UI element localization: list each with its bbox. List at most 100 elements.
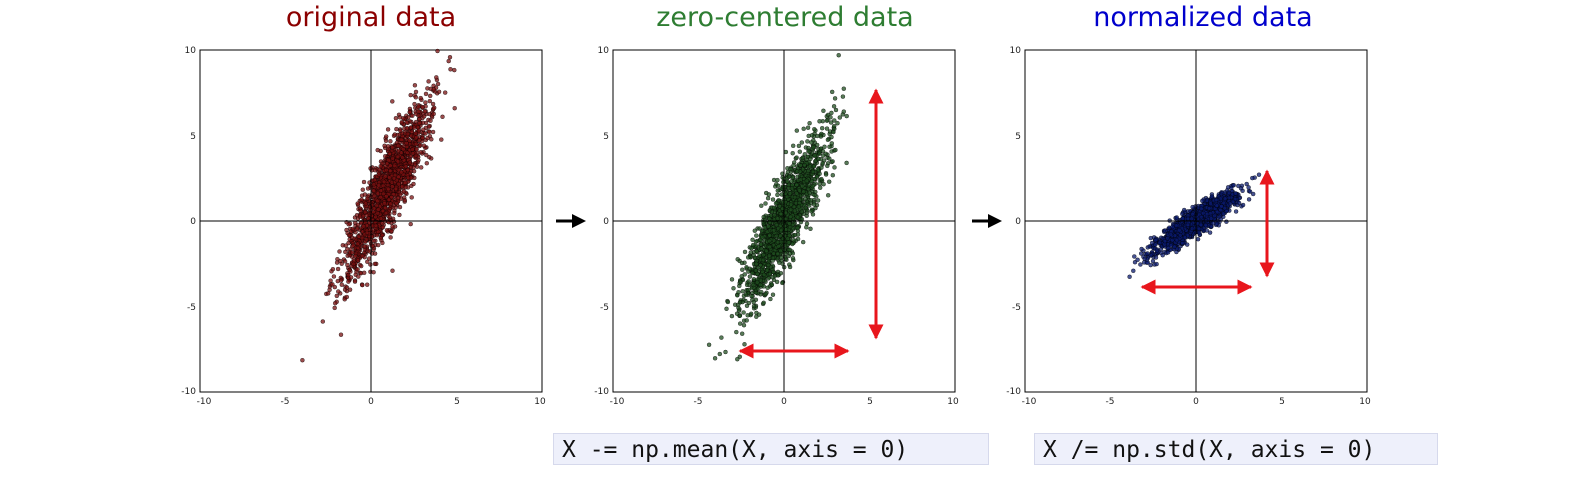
scatter-point: [844, 113, 849, 119]
scatter-point: [815, 133, 820, 139]
scatter-point: [750, 237, 755, 242]
scatter-point: [787, 221, 792, 226]
scatter-point: [423, 100, 428, 105]
scatter-point: [782, 184, 787, 190]
scatter-point: [372, 193, 377, 199]
scatter-point: [812, 153, 817, 158]
scatter-point: [408, 221, 413, 227]
scatter-point: [807, 164, 813, 169]
scatter-point: [754, 261, 759, 266]
scatter-point: [1153, 238, 1158, 243]
scatter-point: [1219, 204, 1224, 209]
scatter-point: [443, 90, 448, 95]
scatter-point: [790, 241, 795, 247]
x-tick-label: 0: [368, 397, 374, 407]
x-tick-label: 10: [534, 397, 546, 407]
scatter-point: [1240, 202, 1246, 208]
scatter-point: [841, 86, 846, 91]
x-tick-label: 5: [867, 397, 873, 407]
scatter-point: [414, 135, 419, 140]
scatter-point: [355, 267, 360, 272]
scatter-point: [418, 142, 423, 148]
scatter-point: [418, 150, 424, 155]
scatter-point: [434, 75, 439, 80]
scatter-point: [740, 331, 745, 336]
scatter-point: [804, 221, 810, 226]
scatter-point: [1177, 228, 1182, 233]
scatter-point: [1190, 212, 1195, 217]
scatter-point: [790, 175, 795, 180]
scatter-point: [776, 198, 781, 203]
scatter-point: [741, 323, 747, 328]
scatter-point: [758, 242, 763, 247]
scatter-point: [830, 159, 835, 164]
scatter-point: [1132, 254, 1137, 259]
scatter-point: [355, 201, 360, 206]
scatter-point: [404, 141, 409, 146]
scatter-point: [786, 240, 791, 245]
scatter-point: [407, 109, 412, 115]
scatter-point: [749, 311, 754, 316]
scatter-point: [1256, 172, 1262, 177]
scatter-point: [1127, 274, 1132, 279]
scatter-point: [412, 101, 417, 107]
scatter-point: [397, 204, 403, 210]
scatter-point: [381, 183, 386, 188]
scatter-point: [376, 207, 381, 212]
scatter-point: [819, 165, 824, 170]
scatter-point: [377, 167, 382, 173]
x-tick-label: -5: [694, 397, 703, 407]
y-tick-label: 10: [598, 46, 610, 56]
scatter-point: [798, 177, 803, 182]
scatter-point: [338, 278, 344, 283]
scatter-point: [827, 179, 832, 184]
scatter-point: [833, 107, 839, 113]
scatter-point: [770, 255, 776, 261]
scatter-point: [390, 224, 395, 229]
scatter-point: [797, 149, 802, 154]
scatter-point: [809, 209, 814, 214]
scatter-point: [788, 166, 793, 172]
scatter-point: [394, 126, 399, 132]
scatter-point: [775, 216, 780, 221]
scatter-point: [758, 263, 763, 268]
scatter-point: [344, 294, 349, 300]
scatter-point: [409, 129, 414, 135]
scatter-point: [376, 172, 381, 177]
scatter-point: [332, 284, 337, 290]
scatter-point: [413, 89, 419, 95]
scatter-point: [799, 209, 804, 214]
scatter-point: [394, 201, 399, 206]
x-tick-label: -5: [281, 397, 290, 407]
scatter-point: [1165, 236, 1170, 241]
scatter-point: [706, 342, 712, 347]
scatter-point: [1209, 194, 1215, 199]
y-tick-label: 10: [1010, 46, 1022, 56]
scatter-point: [818, 134, 824, 139]
scatter-point: [346, 222, 351, 227]
scatter-point: [774, 279, 780, 285]
scatter-point: [800, 184, 805, 189]
scatter-point: [359, 263, 364, 269]
scatter-point: [345, 246, 350, 252]
scatter-point: [736, 290, 741, 295]
scatter-point: [420, 120, 426, 125]
scatter-point: [452, 67, 457, 73]
scatter-point: [357, 214, 363, 219]
scatter-point: [360, 253, 365, 259]
scatter-point: [384, 134, 389, 139]
scatter-point: [383, 138, 389, 143]
scatter-point: [785, 179, 790, 184]
scatter-point: [383, 174, 388, 179]
scatter-point: [428, 93, 433, 99]
x-tick-label: -10: [197, 397, 212, 407]
scatter-point: [827, 144, 832, 149]
scatter-point: [440, 114, 445, 119]
scatter-point: [804, 178, 809, 183]
scatter-point: [384, 194, 389, 199]
scatter-point: [729, 313, 735, 319]
scatter-point: [431, 87, 436, 92]
scatter-point: [425, 135, 430, 141]
scatter-point: [756, 312, 762, 317]
scatter-point: [397, 212, 402, 218]
